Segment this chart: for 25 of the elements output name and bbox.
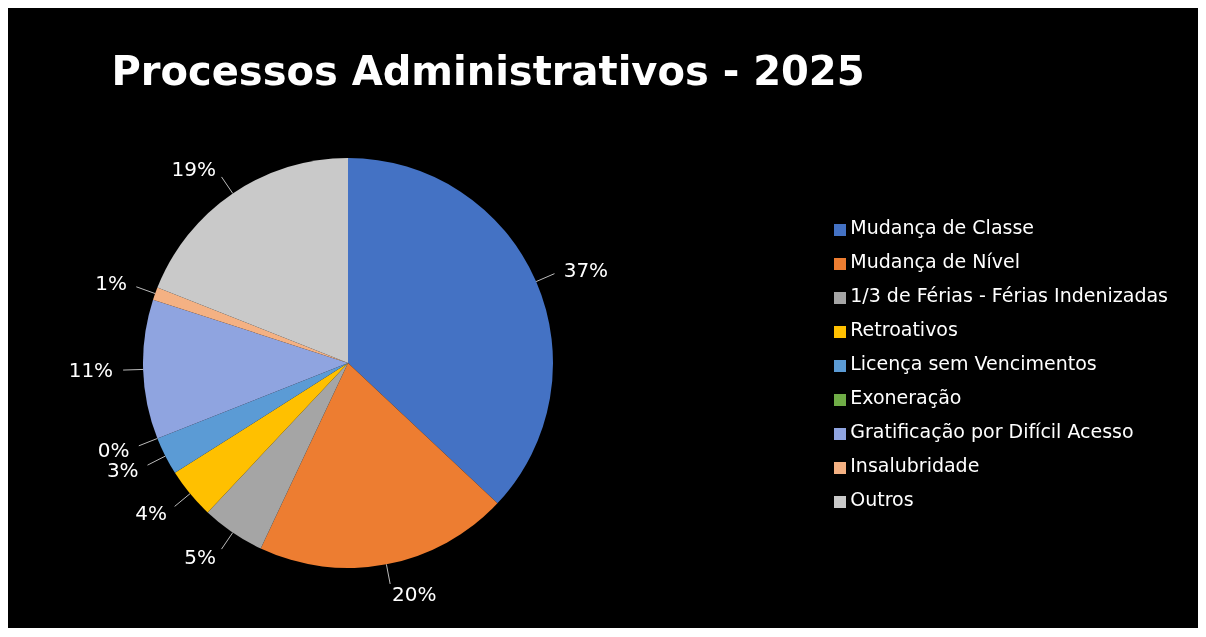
pie-slice — [207, 363, 348, 549]
legend-label: Retroativos — [850, 318, 958, 340]
legend-label: 1/3 de Férias - Férias Indenizadas — [850, 284, 1168, 306]
legend-label: Mudança de Nível — [850, 250, 1021, 272]
data-label: 5% — [184, 545, 216, 570]
data-label: 37% — [563, 257, 609, 282]
data-label: 1% — [95, 271, 127, 296]
pie-slice — [157, 158, 348, 363]
pie-slice — [174, 363, 348, 513]
pie-slice — [143, 299, 348, 439]
legend-label: Mudança de Classe — [850, 216, 1035, 238]
chart-title: Processos Administrativos - 2025 — [110, 47, 866, 96]
legend-label: Licença sem Vencimentos — [850, 352, 1097, 374]
data-label: 11% — [68, 358, 114, 383]
legend-label: Insalubridade — [850, 454, 980, 476]
pie-slice — [153, 287, 348, 363]
legend-label: Gratificação por Difícil Acesso — [850, 420, 1134, 442]
pie-slice — [260, 363, 498, 568]
data-label: 4% — [135, 500, 167, 525]
legend-label: Outros — [850, 488, 914, 510]
legend-label: Exoneração — [850, 386, 962, 408]
pie-slice — [157, 363, 348, 473]
pie-slice — [348, 158, 553, 504]
data-label: 20% — [392, 581, 437, 606]
data-label: 19% — [171, 156, 216, 181]
